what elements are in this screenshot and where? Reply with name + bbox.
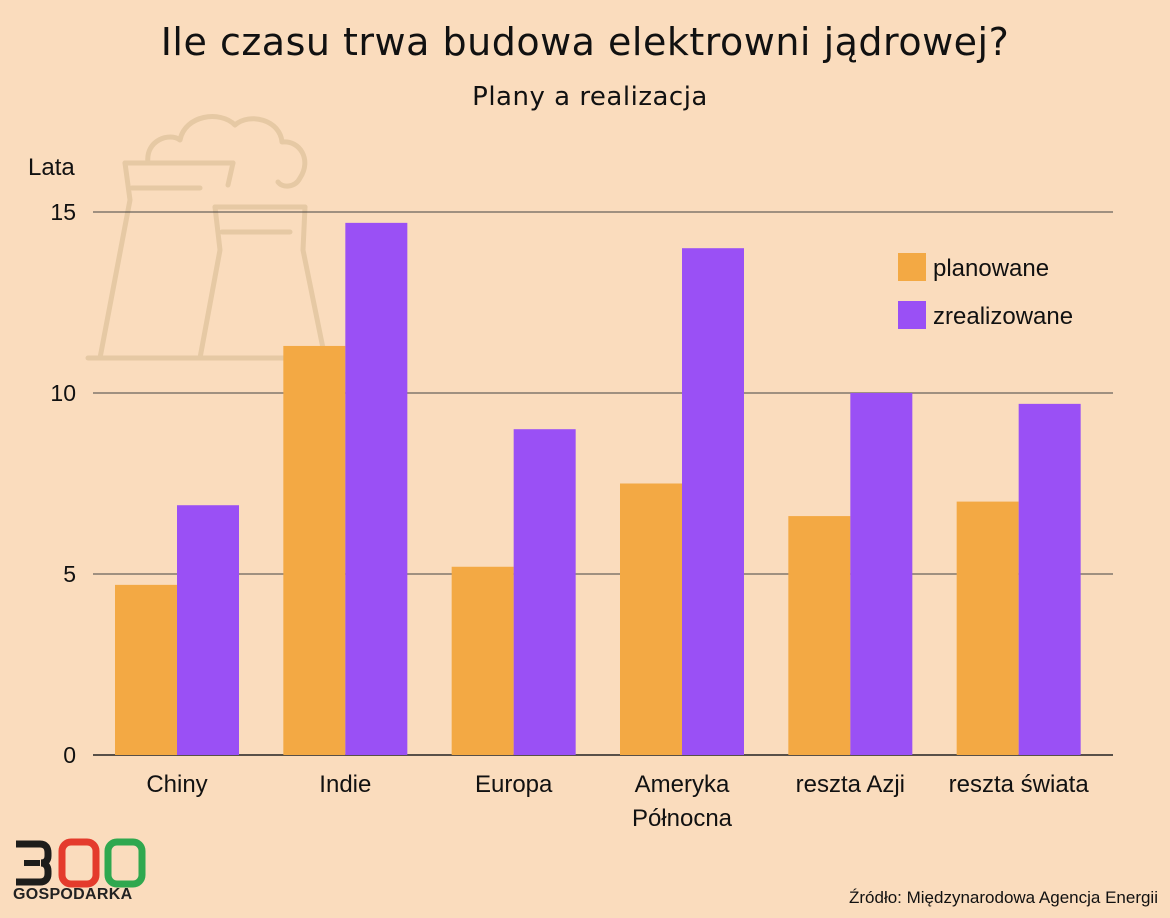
bar-zrealizowane [177,505,239,755]
bar-planowane [451,566,514,755]
y-axis-label: Lata [28,154,75,181]
x-tick-label: reszta Azji [796,771,905,798]
y-tick-label: 10 [50,380,76,406]
chart-title: Ile czasu trwa budowa elektrowni jądrowe… [160,20,1010,64]
x-tick-label: Ameryka [635,771,730,798]
y-tick-label: 15 [50,199,76,225]
y-tick-label: 0 [63,742,76,768]
bar-planowane [620,483,682,755]
legend-label: zrealizowane [933,303,1073,330]
bar-zrealizowane [345,222,408,756]
bar-planowane [115,584,177,755]
y-tick-label: 5 [63,561,76,587]
x-tick-label: Indie [319,771,371,798]
bar-zrealizowane [513,429,576,755]
bar-planowane [283,345,346,755]
x-tick-label: Chiny [146,771,207,798]
x-tick-label: Północna [632,805,733,832]
bar-planowane [788,516,851,755]
x-tick-label: reszta świata [949,771,1090,798]
bar-planowane [956,501,1019,755]
logo-wordmark: GOSPODARKA [13,886,133,903]
chart-subtitle: Plany a realizacja [472,82,708,112]
legend-swatch [898,301,926,329]
bar-zrealizowane [682,248,744,755]
bar-zrealizowane [850,393,913,755]
source-note: Źródło: Międzynarodowa Agencja Energii [848,888,1158,907]
logo-300-mark [16,838,146,888]
legend-label: planowane [933,255,1049,282]
legend-swatch [898,253,926,281]
x-tick-label: Europa [475,771,553,798]
bar-zrealizowane [1018,403,1081,755]
